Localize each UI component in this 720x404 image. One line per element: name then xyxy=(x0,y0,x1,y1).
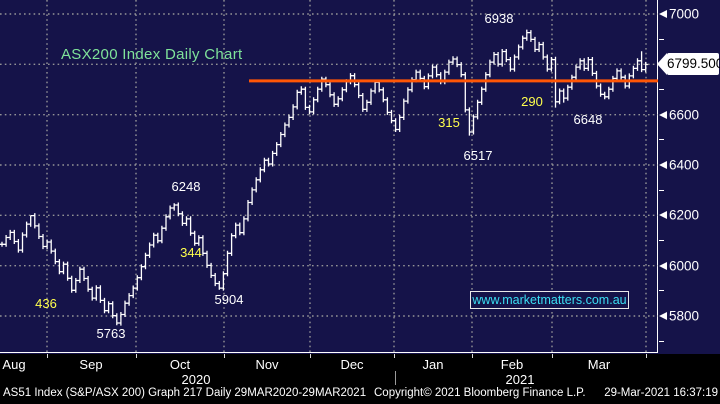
year-label-2020: 2020 xyxy=(181,372,211,387)
chart-plot-area[interactable]: ASX200 Index Daily Chart 6938 436 5763 6248… xyxy=(0,0,658,353)
y-tick-label: 7000 xyxy=(669,6,700,22)
y-tick-label: 6000 xyxy=(669,258,700,274)
y-tick-arrow xyxy=(659,161,667,169)
y-tick-arrow xyxy=(659,312,667,320)
y-minor-tick xyxy=(659,290,664,292)
month-label-dec: Dec xyxy=(340,357,364,372)
month-label-oct: Oct xyxy=(169,357,191,372)
price-annotation: 5904 xyxy=(214,292,244,307)
timestamp: 29-Mar-2021 16:37:19 xyxy=(604,387,718,399)
copyright-text: Copyright© 2021 Bloomberg Finance L.P. xyxy=(374,387,586,399)
price-annotation: 6517 xyxy=(463,148,493,163)
price-annotation: 315 xyxy=(438,115,460,130)
x-tick xyxy=(47,354,48,358)
year-divider-line xyxy=(395,371,396,385)
x-tick xyxy=(394,354,395,358)
year-label-2021: 2021 xyxy=(505,372,535,387)
y-minor-tick xyxy=(659,38,664,40)
status-bar: AS51 Index (S&P/ASX 200) Graph 217 Daily… xyxy=(0,387,720,404)
month-label-mar: Mar xyxy=(587,357,611,372)
x-tick xyxy=(552,354,553,358)
month-label-nov: Nov xyxy=(255,357,279,372)
month-label-jan: Jan xyxy=(422,357,444,372)
y-minor-tick xyxy=(659,340,664,342)
y-minor-tick xyxy=(659,240,664,241)
price-annotation: 290 xyxy=(521,94,543,109)
y-minor-tick xyxy=(659,89,664,90)
price-annotation: 6938 xyxy=(484,11,514,26)
x-tick xyxy=(224,354,225,358)
chart-title: ASX200 Index Daily Chart xyxy=(61,46,243,63)
y-tick-arrow xyxy=(659,211,667,220)
watermark-link[interactable]: www.marketmatters.com.au xyxy=(470,291,629,309)
x-tick xyxy=(136,354,137,358)
security-description: AS51 Index (S&P/ASX 200) Graph 217 Daily… xyxy=(3,387,367,399)
price-annotation: 436 xyxy=(35,296,57,311)
price-chart-canvas xyxy=(0,0,658,353)
x-tick xyxy=(310,354,311,358)
y-tick-label: 6600 xyxy=(669,107,700,123)
y-tick-arrow xyxy=(659,110,667,119)
y-tick-label: 6400 xyxy=(669,157,700,173)
y-tick-label: 5800 xyxy=(669,308,700,324)
x-axis-strip: Aug Sep Oct Nov Dec Jan Feb Mar 2020 2021 AS51 I… xyxy=(0,354,720,404)
month-label-feb: Feb xyxy=(500,357,524,372)
price-annotation: 344 xyxy=(180,245,202,260)
price-annotation: 6648 xyxy=(573,112,603,127)
y-minor-tick xyxy=(659,139,664,141)
y-tick-label: 6200 xyxy=(669,207,700,223)
month-label-sep: Sep xyxy=(79,357,103,372)
ohlc-bars xyxy=(0,29,648,326)
month-label-aug: Aug xyxy=(2,357,26,372)
x-tick xyxy=(472,354,473,358)
price-annotation: 5763 xyxy=(96,326,126,341)
y-tick-arrow xyxy=(659,261,667,270)
y-tick-arrow xyxy=(659,10,667,18)
x-tick xyxy=(646,354,647,358)
last-price-badge: 6799.500 xyxy=(657,53,720,76)
price-annotation: 6248 xyxy=(171,179,201,194)
y-minor-tick xyxy=(659,189,664,191)
